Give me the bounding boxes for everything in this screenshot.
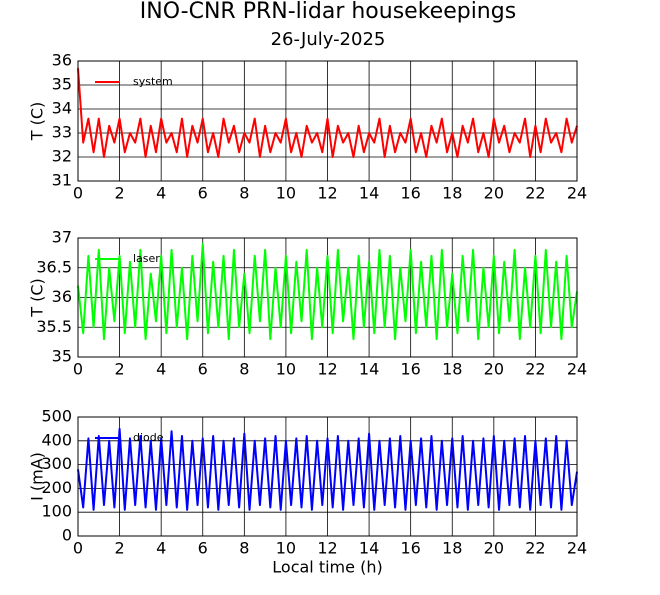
- x-tick-label: 22: [525, 539, 545, 558]
- legend-label: laser: [133, 252, 160, 265]
- x-tick-label: 2: [114, 539, 124, 558]
- y-tick-label: 35.5: [36, 317, 72, 336]
- x-tick-label: 16: [400, 539, 420, 558]
- x-tick-label: 14: [359, 360, 379, 379]
- y-tick-label: 400: [41, 430, 72, 449]
- plot-frame: [77, 60, 578, 182]
- y-tick-label: 300: [41, 454, 72, 473]
- x-tick-label: 0: [73, 360, 83, 379]
- y-tick-label: 35: [52, 75, 72, 94]
- x-tick-label: 14: [359, 539, 379, 558]
- x-tick-label: 18: [442, 184, 462, 203]
- data-line: [77, 242, 578, 341]
- x-tick-label: 20: [484, 360, 504, 379]
- x-tick-label: 0: [73, 539, 83, 558]
- x-tick-label: 12: [317, 360, 337, 379]
- x-tick-label: 8: [239, 539, 249, 558]
- x-axis-label: Local time (h): [272, 558, 382, 577]
- x-tick-label: 2: [114, 360, 124, 379]
- data-line: [77, 427, 578, 511]
- x-tick-label: 24: [567, 539, 587, 558]
- x-tick-label: 8: [239, 360, 249, 379]
- x-tick-label: 18: [442, 360, 462, 379]
- x-tick-label: 6: [198, 184, 208, 203]
- x-tick-label: 10: [276, 360, 296, 379]
- x-tick-label: 0: [73, 184, 83, 203]
- x-tick-label: 6: [198, 360, 208, 379]
- x-tick-label: 22: [525, 360, 545, 379]
- x-tick-label: 10: [276, 184, 296, 203]
- chart-subtitle: 26-July-2025: [271, 29, 386, 50]
- y-tick-label: 36: [52, 51, 72, 70]
- x-tick-label: 4: [156, 184, 166, 203]
- y-tick-label: 33: [52, 123, 72, 142]
- legend-label: diode: [133, 431, 164, 444]
- y-tick-label: 100: [41, 502, 72, 521]
- y-tick-label: 31: [52, 171, 72, 190]
- x-tick-label: 12: [317, 184, 337, 203]
- y-tick-label: 36.5: [36, 257, 72, 276]
- x-tick-label: 18: [442, 539, 462, 558]
- y-tick-label: 34: [52, 99, 72, 118]
- y-tick-label: 500: [41, 407, 72, 426]
- y-axis-label: I (mA): [28, 452, 47, 501]
- x-tick-label: 10: [276, 539, 296, 558]
- x-tick-label: 16: [400, 184, 420, 203]
- plot-frame: [77, 416, 578, 537]
- y-tick-label: 0: [62, 526, 72, 545]
- y-axis-label: T (C): [28, 102, 47, 142]
- x-tick-label: 14: [359, 184, 379, 203]
- x-tick-label: 24: [567, 184, 587, 203]
- y-tick-label: 200: [41, 478, 72, 497]
- x-tick-label: 20: [484, 539, 504, 558]
- x-tick-label: 8: [239, 184, 249, 203]
- x-tick-label: 2: [114, 184, 124, 203]
- y-axis-label: T (C): [28, 278, 47, 318]
- y-tick-label: 36: [52, 287, 72, 306]
- x-tick-label: 4: [156, 539, 166, 558]
- y-tick-label: 32: [52, 147, 72, 166]
- x-tick-label: 6: [198, 539, 208, 558]
- x-tick-label: 24: [567, 360, 587, 379]
- data-line: [77, 68, 578, 158]
- y-tick-label: 37: [52, 228, 72, 247]
- legend-label: system: [133, 75, 173, 88]
- x-tick-label: 16: [400, 360, 420, 379]
- y-tick-label: 35: [52, 347, 72, 366]
- x-tick-label: 20: [484, 184, 504, 203]
- x-tick-label: 22: [525, 184, 545, 203]
- x-tick-label: 4: [156, 360, 166, 379]
- chart-title: INO-CNR PRN-lidar housekeepings: [140, 0, 516, 24]
- plot-frame: [77, 237, 578, 358]
- x-tick-label: 12: [317, 539, 337, 558]
